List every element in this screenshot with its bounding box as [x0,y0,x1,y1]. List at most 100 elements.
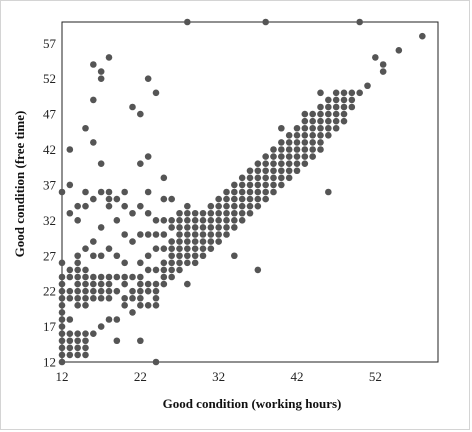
y-tick-label: 17 [43,319,57,334]
scatter-point [231,252,238,260]
scatter-point [270,188,277,196]
scatter-point [246,209,254,217]
scatter-point [332,96,340,104]
scatter-point [82,280,89,288]
scatter-point [58,323,66,330]
y-tick-label: 22 [43,284,56,299]
scatter-point [121,280,128,288]
scatter-point [176,238,183,245]
scatter-point [66,330,74,337]
scatter-point [207,245,215,252]
scatter-point [90,61,97,68]
scatter-point [231,202,238,210]
scatter-point [105,54,113,61]
scatter-point [121,294,128,302]
scatter-point [66,351,74,359]
y-axis-title: Good condition (free time) [12,111,27,258]
scatter-point [246,188,254,196]
scatter-point [262,174,269,182]
scatter-point [270,146,277,153]
scatter-point [82,266,89,274]
scatter-point [113,195,121,203]
scatter-point [97,280,105,288]
scatter-point [152,89,160,97]
scatter-point [168,266,175,274]
scatter-point [215,195,222,203]
y-tick-label: 42 [43,142,56,157]
x-tick-label: 22 [134,369,147,384]
scatter-point [309,110,316,118]
scatter-point [176,217,183,224]
scatter-point [238,188,246,196]
scatter-point [74,287,81,295]
scatter-point [395,47,403,54]
scatter-point [199,245,207,252]
scatter-point [317,124,324,132]
scatter-point [379,61,387,68]
scatter-point [97,75,105,82]
scatter-point [184,18,191,26]
y-axis-ticks: 12 17 22 27 32 37 42 47 52 57 [43,36,57,370]
scatter-point [144,252,152,260]
scatter-point [105,245,113,252]
scatter-point [144,287,152,295]
scatter-point [113,273,121,281]
scatter-point [129,287,136,295]
scatter-point [82,188,89,196]
y-tick-label: 52 [43,71,56,86]
scatter-point [191,259,199,267]
scatter-point [293,153,301,160]
scatter-point [332,124,340,132]
scatter-point [301,132,309,139]
scatter-point [176,252,183,260]
y-tick-label: 57 [43,36,57,51]
y-tick-label: 32 [43,213,56,228]
scatter-point [254,195,262,203]
scatter-point [160,273,168,281]
scatter-point [223,188,230,196]
scatter-point [215,224,222,231]
scatter-point [144,231,152,238]
scatter-point [152,266,160,274]
scatter-point [309,132,316,139]
scatter-point [137,302,144,309]
data-points [58,18,426,366]
scatter-point [129,273,136,281]
scatter-point [317,103,324,111]
scatter-point [66,344,74,352]
scatter-point [340,96,348,104]
scatter-point [90,330,97,337]
scatter-point [90,287,97,295]
scatter-point [364,82,371,90]
scatter-point [262,188,269,196]
scatter-point [372,54,379,61]
scatter-point [184,238,191,245]
scatter-point [309,153,316,160]
scatter-point [58,358,66,366]
scatter-point [90,294,97,302]
scatter-point [184,252,191,260]
scatter-point [231,188,238,196]
scatter-point [223,224,230,231]
scatter-point [90,195,97,203]
scatter-point [238,217,246,224]
scatter-point [105,195,113,203]
scatter-point [129,238,136,245]
scatter-point [285,132,293,139]
scatter-point [168,238,175,245]
scatter-point [74,280,81,288]
scatter-point [325,132,332,139]
scatter-point [74,302,81,309]
scatter-point [238,181,246,189]
scatter-point [317,117,324,125]
scatter-point [160,195,168,203]
scatter-point [348,96,356,104]
scatter-point [317,139,324,146]
scatter-point [176,259,183,267]
scatter-point [191,224,199,231]
scatter-point [278,139,285,146]
scatter-point [144,153,152,160]
scatter-point [199,252,207,260]
scatter-point [152,245,160,252]
scatter-point [97,252,105,260]
